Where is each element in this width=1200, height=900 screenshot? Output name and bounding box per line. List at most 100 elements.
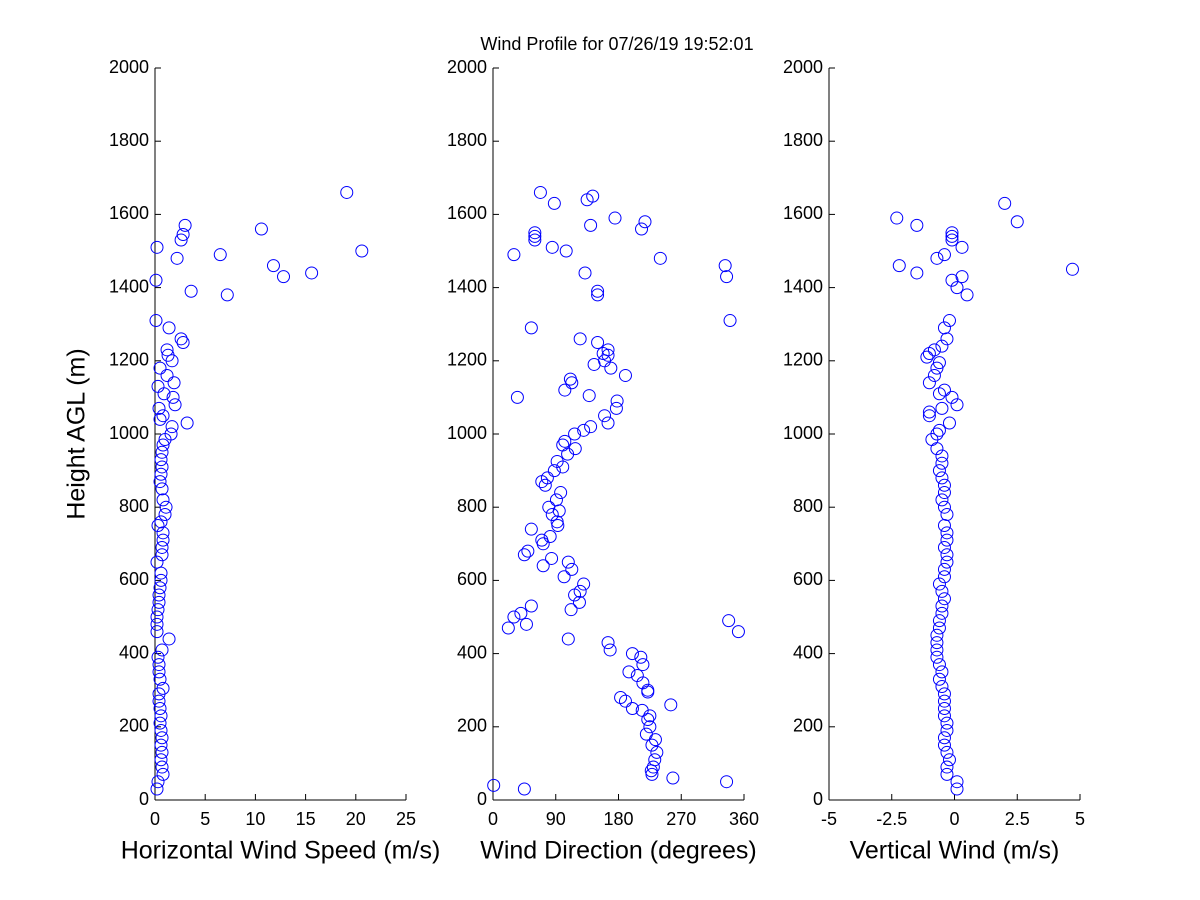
point — [176, 336, 190, 349]
point — [945, 273, 959, 287]
point — [945, 390, 959, 404]
point — [935, 339, 949, 353]
point — [153, 361, 167, 375]
point — [930, 650, 944, 664]
point — [937, 731, 951, 745]
point — [507, 610, 521, 624]
point — [517, 548, 531, 562]
point — [152, 588, 166, 602]
point — [937, 592, 951, 606]
point — [618, 368, 632, 382]
y-tick-label: 1800 — [447, 130, 487, 150]
x-tick-label: 90 — [546, 809, 566, 829]
y-tick-label: 1200 — [109, 350, 149, 370]
y-tick-label: 400 — [119, 642, 149, 662]
point — [622, 665, 636, 679]
y-tick-label: 1800 — [109, 130, 149, 150]
point — [935, 584, 949, 598]
point — [487, 778, 501, 792]
point — [922, 405, 936, 419]
point — [618, 694, 632, 708]
point — [601, 343, 615, 357]
point — [153, 716, 167, 730]
point — [940, 548, 954, 562]
point — [152, 665, 166, 679]
y-tick-label: 0 — [139, 789, 149, 809]
point — [568, 442, 582, 456]
point — [932, 614, 946, 628]
point — [154, 753, 168, 767]
point — [910, 266, 924, 280]
point — [305, 266, 319, 280]
point — [636, 658, 650, 672]
point — [153, 412, 167, 426]
point — [158, 508, 172, 522]
point — [153, 581, 167, 595]
point — [154, 723, 168, 737]
point — [930, 427, 944, 441]
point — [156, 526, 170, 540]
point — [582, 389, 596, 403]
x-tick-label: 5 — [1075, 809, 1085, 829]
point — [945, 229, 959, 243]
point — [558, 434, 572, 448]
point — [937, 687, 951, 701]
y-tick-label: 1600 — [783, 203, 823, 223]
point — [937, 694, 951, 708]
point — [942, 753, 956, 767]
point — [550, 454, 564, 468]
point — [519, 617, 533, 631]
point — [598, 409, 612, 423]
point — [646, 760, 660, 774]
point — [155, 643, 169, 657]
y-tick-label: 1400 — [447, 276, 487, 296]
point — [154, 709, 168, 723]
point — [150, 617, 164, 631]
y-tick-label: 1600 — [109, 203, 149, 223]
point — [723, 314, 737, 328]
y-tick-label: 600 — [119, 569, 149, 589]
point — [160, 343, 174, 357]
point — [535, 533, 549, 547]
point — [937, 738, 951, 752]
y-tick-label: 800 — [793, 496, 823, 516]
point — [547, 196, 561, 210]
point — [549, 493, 563, 507]
point — [910, 218, 924, 232]
point — [937, 570, 951, 584]
x-axis-label: Vertical Wind (m/s) — [850, 837, 1060, 865]
point — [935, 449, 949, 463]
point — [940, 508, 954, 522]
point — [170, 251, 184, 265]
point — [930, 361, 944, 375]
point — [150, 240, 164, 254]
point — [584, 420, 598, 434]
y-tick-label: 600 — [457, 569, 487, 589]
point — [545, 508, 559, 522]
point — [563, 372, 577, 386]
point — [162, 632, 176, 646]
point — [528, 229, 542, 243]
y-tick-label: 200 — [457, 716, 487, 736]
x-tick-label: -2.5 — [876, 809, 907, 829]
point — [577, 423, 591, 437]
point — [151, 603, 165, 617]
point — [630, 669, 644, 683]
point — [152, 694, 166, 708]
point — [277, 270, 291, 284]
y-tick-label: 1400 — [783, 276, 823, 296]
point — [501, 621, 515, 635]
point — [937, 486, 951, 500]
point — [153, 672, 167, 686]
point — [155, 760, 169, 774]
point — [155, 445, 169, 459]
point — [149, 273, 163, 287]
point — [517, 782, 531, 796]
point — [635, 703, 649, 717]
y-axis-label: Height AGL (m) — [63, 348, 91, 519]
point — [610, 394, 624, 408]
point — [150, 782, 164, 796]
point — [167, 376, 181, 390]
point — [561, 555, 575, 569]
